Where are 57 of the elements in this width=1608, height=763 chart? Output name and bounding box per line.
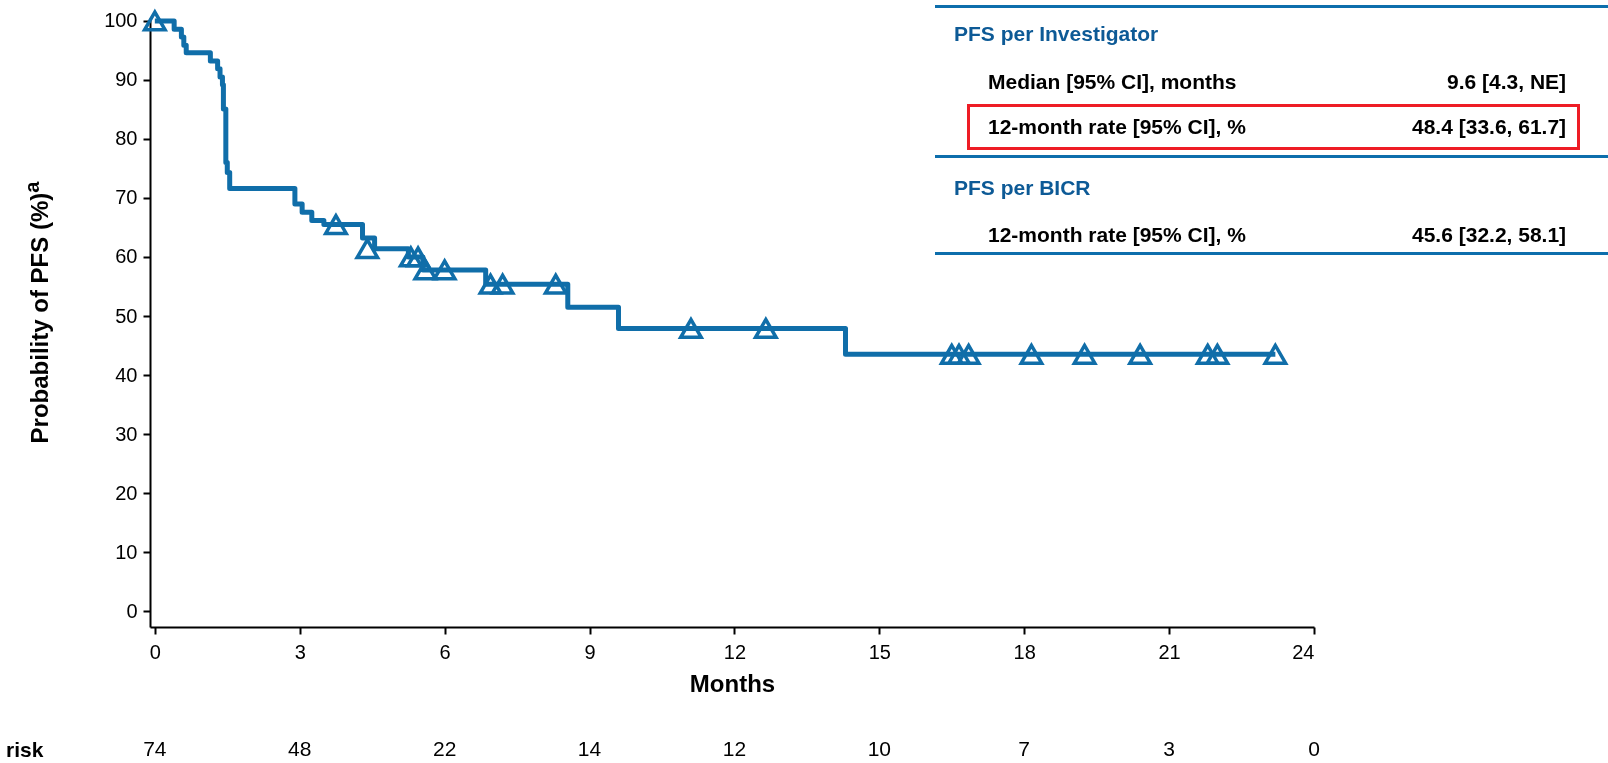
point	[1205, 343, 1230, 365]
y-tick-label: 0	[126, 599, 138, 622]
text: 48	[288, 737, 312, 760]
point	[1072, 343, 1097, 365]
y-tick-label: 10	[115, 540, 138, 563]
point	[398, 246, 423, 268]
point	[489, 271, 516, 295]
y-tick-label: 90	[115, 68, 138, 91]
point	[477, 271, 504, 295]
text: 14	[577, 737, 602, 760]
x-tick-label: 18	[1013, 640, 1036, 663]
point	[1128, 343, 1153, 365]
text: 45.6 [32.2, 58.1]	[1412, 223, 1567, 247]
text: risk	[6, 738, 44, 762]
text: 7	[1018, 737, 1031, 760]
y-tick-label: 60	[115, 245, 138, 268]
x-tick-label: 15	[868, 640, 891, 663]
annotation: 12-month rate [95% CI], %	[988, 115, 1246, 139]
annotation: PFS per Investigator	[954, 22, 1159, 46]
point	[1195, 343, 1220, 365]
annotation: 12-month rate [95% CI], %	[988, 223, 1246, 247]
y-tick-label: 100	[104, 9, 138, 32]
x-tick-label: 12	[723, 640, 747, 663]
text: 3	[1163, 737, 1175, 760]
y-tick-label: 30	[115, 422, 138, 445]
y-tick-label: 20	[115, 481, 138, 504]
point	[753, 317, 778, 340]
point	[142, 10, 167, 32]
point	[355, 238, 380, 260]
point	[542, 271, 568, 295]
y-tick-label: 80	[115, 127, 138, 150]
text: 74	[143, 737, 167, 760]
annotation: Median [95% CI], months	[988, 70, 1237, 94]
y-tick-label: 40	[115, 363, 138, 386]
x-tick-label: 6	[439, 640, 451, 663]
point	[432, 259, 457, 281]
point	[1263, 343, 1288, 365]
annotation: PFS per BICR	[954, 176, 1091, 200]
x-tick-label: 0	[149, 640, 161, 663]
x-tick-label: 9	[584, 640, 596, 663]
x-tick-label: 21	[1158, 640, 1181, 663]
point	[1019, 343, 1044, 365]
text: 10	[867, 737, 891, 760]
point	[413, 259, 438, 281]
x-tick-label: 3	[294, 640, 306, 663]
text: 22	[432, 737, 457, 760]
point	[323, 213, 348, 236]
text: 9.6 [4.3, NE]	[1447, 70, 1567, 94]
x-tick-label: 24	[1292, 640, 1315, 663]
point	[678, 317, 703, 340]
y-tick-label: 50	[115, 304, 138, 327]
text: 48.4 [33.6, 61.7]	[1412, 115, 1567, 139]
text: 12	[722, 737, 747, 760]
x-axis-title: Months	[689, 669, 776, 697]
text: 0	[1308, 737, 1320, 760]
y-tick-label: 70	[115, 186, 138, 209]
point	[956, 343, 981, 365]
